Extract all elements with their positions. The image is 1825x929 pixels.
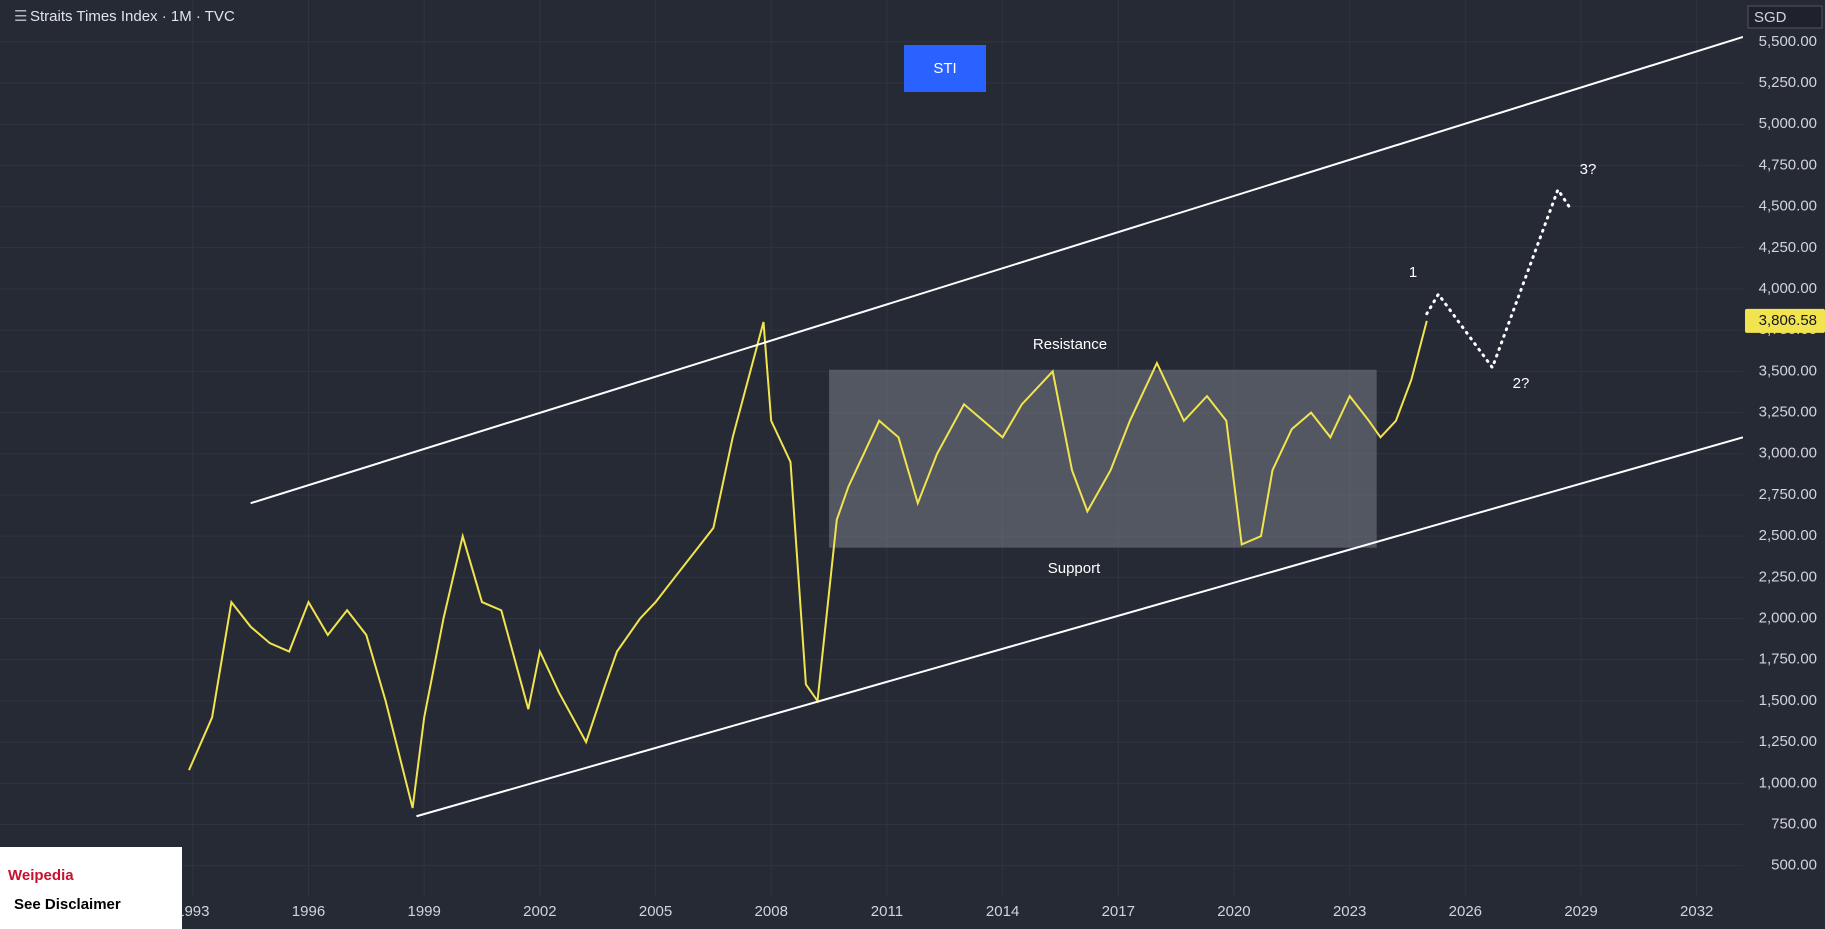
y-tick-label: 3,250.00 (1759, 404, 1817, 421)
annotation: 2? (1513, 375, 1530, 392)
y-tick-label: 750.00 (1771, 815, 1817, 832)
x-tick-label: 2023 (1333, 903, 1366, 920)
title-box (904, 45, 986, 92)
currency-box[interactable] (1747, 5, 1823, 29)
x-tick-label: 2005 (639, 903, 672, 920)
header: Straits Times Index · 1M · TVC (30, 8, 235, 25)
annotation: Resistance (1033, 336, 1107, 353)
trendline (416, 436, 1744, 818)
y-tick-label: 3,500.00 (1759, 362, 1817, 379)
trendline (250, 35, 1744, 505)
y-tick-label: 4,750.00 (1759, 156, 1817, 173)
currency: SGD (1754, 9, 1787, 26)
x-tick-label: 2002 (523, 903, 556, 920)
menu-icon[interactable]: ☰ (14, 8, 27, 25)
price-line (188, 320, 1428, 809)
y-tick-label: 4,500.00 (1759, 198, 1817, 215)
logo-note: See Disclaimer (14, 896, 121, 913)
x-tick-label: 2032 (1680, 903, 1713, 920)
last-price-label: 3,806.58 (1759, 312, 1817, 329)
x-tick-label: 2020 (1217, 903, 1250, 920)
x-tick-label: 2017 (1102, 903, 1135, 920)
projection (1425, 186, 1571, 371)
y-tick-label: 1,750.00 (1759, 651, 1817, 668)
y-tick-label: 4,250.00 (1759, 239, 1817, 256)
x-tick-label: 2029 (1564, 903, 1597, 920)
logo: Weipedia (8, 867, 74, 884)
marks (188, 35, 1744, 818)
x-tick-label: 2026 (1449, 903, 1482, 920)
y-tick-label: 5,000.00 (1759, 115, 1817, 132)
grid (0, 0, 1743, 896)
y-tick-label: 2,000.00 (1759, 610, 1817, 627)
y-tick-label: 1,500.00 (1759, 692, 1817, 709)
y-tick-label: 1,250.00 (1759, 733, 1817, 750)
x-tick-label: 2014 (986, 903, 1019, 920)
last-price-badge (1745, 308, 1825, 333)
logo-box (0, 847, 182, 929)
price-axis (1743, 0, 1825, 929)
annotation: Support (1048, 560, 1101, 577)
y-tick-label: 2,500.00 (1759, 527, 1817, 544)
y-tick-label: 1,000.00 (1759, 774, 1817, 791)
y-tick-label: 4,000.00 (1759, 280, 1817, 297)
y-tick-label: 3,000.00 (1759, 445, 1817, 462)
y-tick-label: 5,250.00 (1759, 74, 1817, 91)
x-tick-label: 1999 (407, 903, 440, 920)
range-box (829, 369, 1377, 548)
annotation: 1 (1409, 264, 1417, 281)
y-tick-label: 500.00 (1771, 857, 1817, 874)
y-tick-label: 5,500.00 (1759, 33, 1817, 50)
y-tick-label: 2,750.00 (1759, 486, 1817, 503)
chart-title: STI (933, 60, 956, 77)
annotation: 3? (1580, 161, 1597, 178)
x-tick-label: 2011 (871, 903, 903, 920)
x-tick-label: 1993 (176, 903, 209, 920)
x-tick-label: 1996 (292, 903, 325, 920)
y-tick-label: 2,250.00 (1759, 568, 1817, 585)
x-tick-label: 2008 (755, 903, 788, 920)
